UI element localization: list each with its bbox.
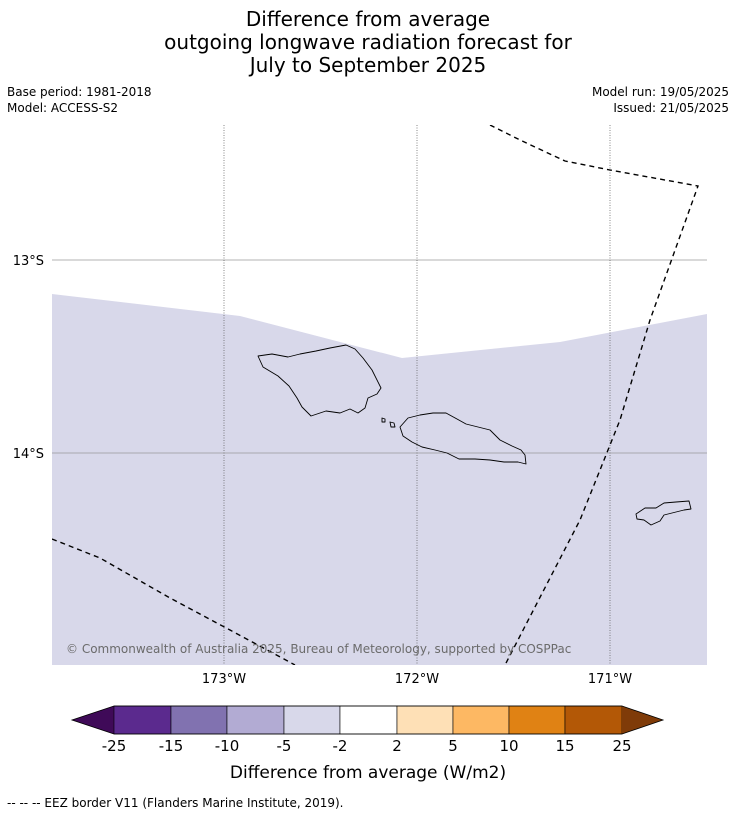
copyright-text: © Commonwealth of Australia 2025, Bureau… bbox=[66, 642, 571, 656]
title-line-3: July to September 2025 bbox=[249, 53, 487, 77]
colorbar-bin-3 bbox=[226, 705, 285, 735]
colorbar-bin-8 bbox=[508, 705, 566, 735]
colorbar: -25 -15 -10 -5 -2 2 5 10 15 25 Differenc… bbox=[70, 705, 665, 783]
colorbar-bin-1 bbox=[113, 705, 172, 735]
colorbar-tick-label: 10 bbox=[499, 737, 518, 755]
colorbar-title: Difference from average (W/m2) bbox=[230, 763, 506, 783]
lat-label-13s: 13°S bbox=[13, 254, 44, 269]
colorbar-bin-7 bbox=[452, 705, 510, 735]
eez-border-east bbox=[489, 125, 699, 665]
island-savaii bbox=[257, 344, 382, 417]
colorbar-extend-high bbox=[622, 706, 663, 734]
map-area: © Commonwealth of Australia 2025, Bureau… bbox=[52, 125, 707, 665]
colorbar-bin-9 bbox=[564, 705, 623, 735]
colorbar-tick-label: 15 bbox=[555, 737, 574, 755]
colorbar-tick-label: -5 bbox=[277, 737, 292, 755]
island-upolu bbox=[399, 412, 527, 465]
colorbar-tick-label: -25 bbox=[102, 737, 127, 755]
colorbar-tick-label: 2 bbox=[392, 737, 402, 755]
title-line-1: Difference from average bbox=[245, 7, 491, 31]
issued-date: Issued: 21/05/2025 bbox=[613, 101, 729, 115]
colorbar-bin-2 bbox=[170, 705, 228, 735]
meta-right: Model run: 19/05/2025 Issued: 21/05/2025 bbox=[592, 84, 729, 116]
lon-label-172w: 172°W bbox=[395, 672, 439, 687]
island-manono bbox=[389, 421, 396, 428]
lon-label-171w: 171°W bbox=[588, 672, 632, 687]
model-name: Model: ACCESS-S2 bbox=[7, 101, 119, 115]
colorbar-tick-label: -15 bbox=[159, 737, 184, 755]
colorbar-bin-6 bbox=[396, 705, 454, 735]
colorbar-tick-label: -10 bbox=[215, 737, 240, 755]
map-title: Difference from average outgoing longwav… bbox=[0, 8, 736, 77]
model-run: Model run: 19/05/2025 bbox=[591, 85, 729, 99]
lon-label-173w: 173°W bbox=[202, 672, 246, 687]
colorbar-tick-label: -2 bbox=[333, 737, 348, 755]
colorbar-bin-5 bbox=[339, 705, 398, 735]
eez-footnote: -- -- -- EEZ border V11 (Flanders Marine… bbox=[7, 796, 344, 810]
base-period: Base period: 1981-2018 bbox=[7, 85, 152, 99]
island-apolima bbox=[381, 417, 386, 423]
colorbar-bin-4 bbox=[283, 705, 341, 735]
island-tutuila bbox=[635, 500, 692, 526]
forecast-region bbox=[52, 294, 707, 665]
title-line-2: outgoing longwave radiation forecast for bbox=[164, 30, 572, 54]
colorbar-extend-low bbox=[72, 706, 114, 734]
colorbar-tick-label: 5 bbox=[448, 737, 458, 755]
colorbar-tick-label: 25 bbox=[612, 737, 631, 755]
lat-label-14s: 14°S bbox=[13, 447, 44, 462]
meta-left: Base period: 1981-2018 Model: ACCESS-S2 bbox=[7, 84, 152, 116]
colorbar-outline bbox=[70, 705, 665, 735]
